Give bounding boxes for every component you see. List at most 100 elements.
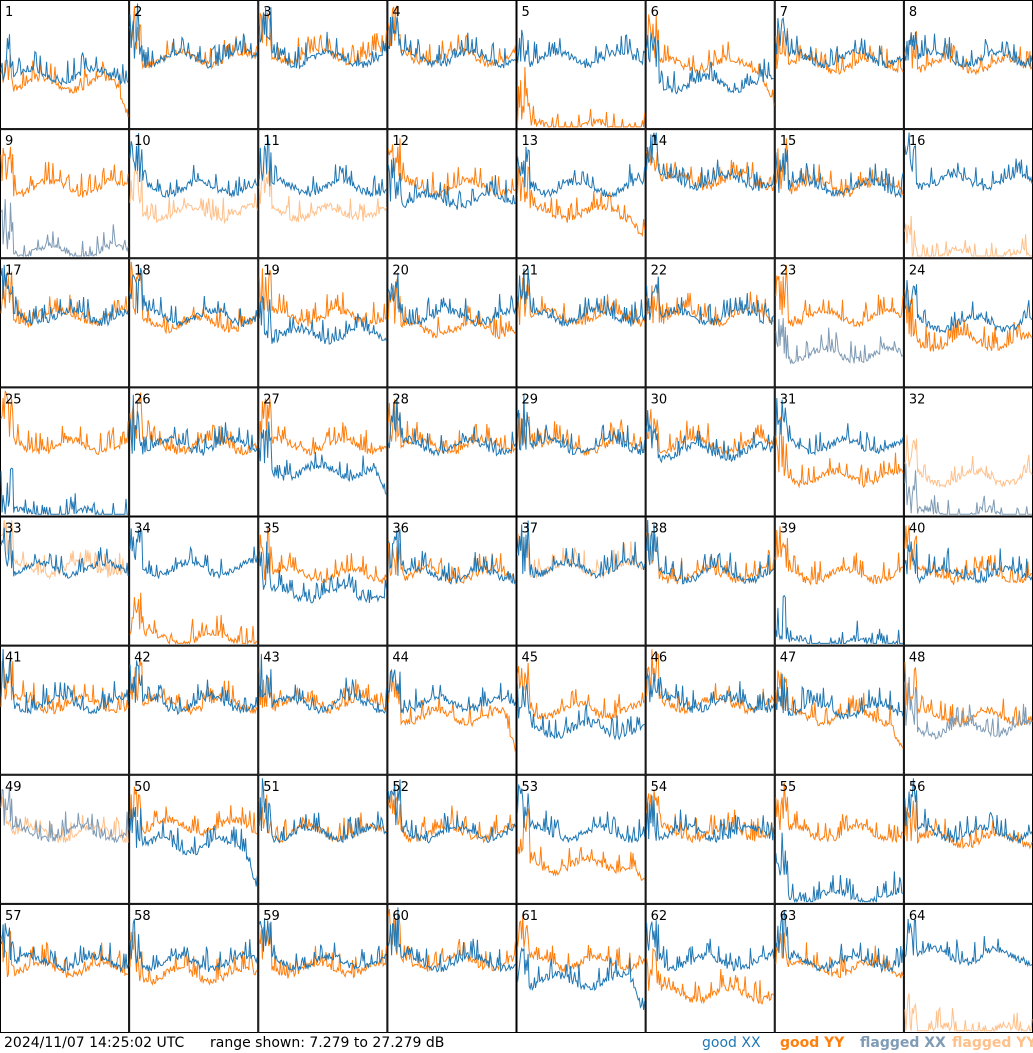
panel-number: 35: [263, 522, 280, 537]
panel-border: [774, 387, 904, 517]
panel-9: 9: [0, 129, 130, 259]
panel-6: 6: [645, 0, 775, 130]
good-yy-line: [904, 31, 1033, 76]
panel-number: 10: [134, 134, 151, 149]
panel-number: 9: [5, 134, 13, 149]
panel-number: 47: [780, 651, 797, 666]
panel-border: [774, 903, 904, 1033]
good-xx-line: [646, 410, 775, 464]
panel-18: 18: [129, 258, 259, 388]
panel-34: 34: [129, 516, 259, 646]
good-xx-line: [517, 268, 646, 327]
panel-45: 45: [516, 645, 646, 775]
good-yy-line: [258, 398, 387, 456]
panel-12: 12: [387, 129, 517, 259]
good-xx-line: [775, 832, 904, 903]
panel-7: 7: [774, 0, 904, 130]
good-xx-line: [646, 672, 775, 714]
panel-number: 2: [134, 5, 142, 20]
panel-number: 61: [522, 909, 539, 924]
panel-36: 36: [387, 516, 517, 646]
panel-number: 45: [522, 651, 539, 666]
good-yy-line: [517, 66, 646, 128]
panel-54: 54: [645, 774, 775, 904]
good-xx-line: [129, 394, 258, 456]
good-yy-line: [258, 794, 387, 843]
panel-8: 8: [903, 0, 1033, 130]
good-yy-line: [0, 390, 129, 455]
panel-border: [387, 387, 517, 517]
panel-31: 31: [774, 387, 904, 517]
good-yy-line: [387, 792, 516, 844]
panel-number: 25: [5, 392, 22, 407]
good-xx-line: [258, 653, 387, 715]
flagged-yy-line: [0, 519, 129, 580]
good-xx-line: [517, 946, 646, 1010]
good-xx-line: [904, 541, 1033, 585]
panel-49: 49: [0, 774, 130, 904]
panel-53: 53: [516, 774, 646, 904]
panel-border: [0, 0, 130, 130]
panel-number: 43: [263, 651, 280, 666]
panel-number: 12: [392, 134, 409, 149]
good-yy-line: [646, 146, 775, 192]
panel-number: 22: [651, 263, 668, 278]
good-xx-line: [387, 907, 516, 973]
good-xx-line: [387, 16, 516, 69]
legend-good-xx: good XX: [702, 1035, 761, 1051]
panel-number: 27: [263, 392, 280, 407]
good-xx-line: [258, 296, 387, 345]
good-yy-line: [775, 932, 904, 979]
panel-number: 34: [134, 522, 151, 537]
good-yy-line: [258, 526, 387, 585]
good-yy-line: [517, 808, 645, 881]
flagged-yy-line: [904, 993, 1033, 1033]
panel-number: 3: [263, 5, 271, 20]
good-xx-line: [387, 528, 516, 585]
good-yy-line: [258, 668, 387, 715]
panel-number: 52: [392, 780, 409, 795]
good-yy-line: [775, 670, 904, 749]
panel-50: 50: [129, 774, 259, 904]
panel-border: [645, 129, 775, 259]
panel-number: 33: [5, 522, 22, 537]
panel-27: 27: [258, 387, 388, 517]
panel-number: 44: [392, 651, 409, 666]
panel-26: 26: [129, 387, 259, 517]
good-yy-line: [517, 277, 646, 328]
panel-number: 63: [780, 909, 797, 924]
good-yy-line: [646, 409, 774, 456]
good-xx-line: [129, 267, 258, 328]
panel-number: 42: [134, 651, 151, 666]
panel-25: 25: [0, 387, 130, 517]
panel-number: 60: [392, 909, 409, 924]
panel-32: 32: [903, 387, 1033, 517]
good-yy-line: [517, 914, 646, 973]
panel-4: 4: [387, 0, 517, 130]
good-yy-line: [517, 662, 646, 721]
legend-good-yy: good YY: [780, 1035, 845, 1051]
panel-29: 29: [516, 387, 646, 517]
flagged-yy-line: [258, 161, 387, 223]
good-yy-line: [646, 948, 775, 1005]
good-yy-line: [387, 539, 516, 585]
good-xx-line: [0, 264, 129, 327]
good-xx-line: [775, 594, 903, 646]
panel-57: 57: [0, 903, 130, 1033]
panel-22: 22: [645, 258, 775, 388]
panel-23: 23: [774, 258, 904, 388]
good-xx-line: [258, 7, 387, 70]
panel-border: [774, 0, 904, 130]
good-xx-line: [0, 34, 129, 87]
panel-38: 38: [645, 516, 775, 646]
panel-48: 48: [903, 645, 1033, 775]
panel-number: 41: [5, 651, 22, 666]
panel-number: 53: [522, 780, 539, 795]
good-xx-line: [129, 527, 258, 580]
good-yy-line: [129, 786, 258, 838]
panel-number: 31: [780, 392, 797, 407]
range-label: range shown: 7.279 to 27.279 dB: [210, 1035, 445, 1051]
good-xx-line: [387, 668, 516, 714]
panel-number: 21: [522, 263, 539, 278]
good-xx-line: [517, 520, 646, 579]
